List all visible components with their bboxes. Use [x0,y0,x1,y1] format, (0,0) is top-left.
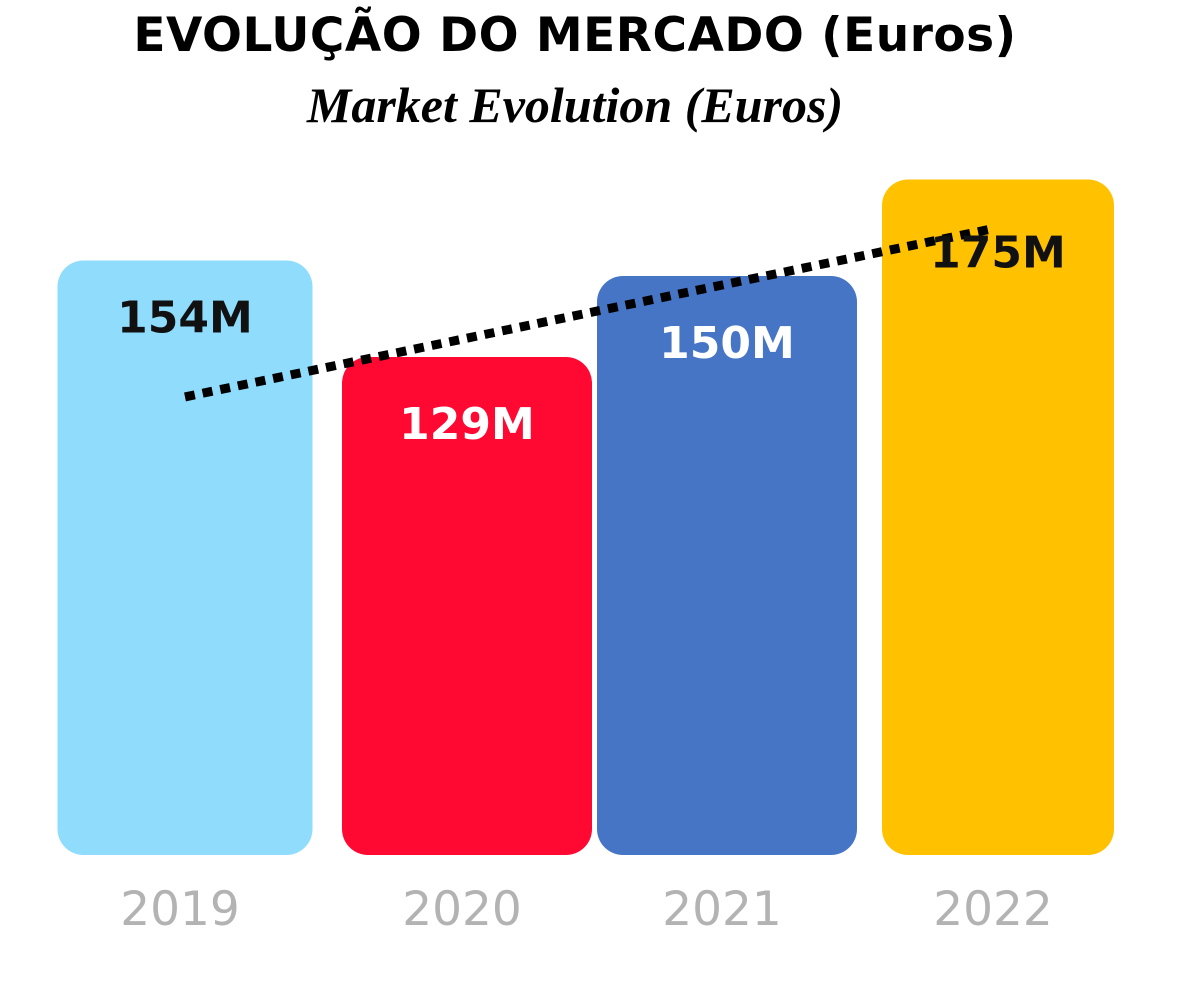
chart-subtitle: Market Evolution (Euros) [306,77,844,133]
value-label-2022: 175M [930,228,1066,279]
chart-title: EVOLUÇÃO DO MERCADO (Euros) [133,8,1017,63]
bar-2020 [342,357,592,855]
x-tick-label-2022: 2022 [933,882,1053,937]
bar-2021 [597,276,857,855]
x-tick-label-2020: 2020 [402,882,522,937]
x-tick-label-2021: 2021 [662,882,782,937]
value-label-2020: 129M [399,399,535,450]
bar-2022 [882,179,1114,855]
value-label-2021: 150M [659,318,795,369]
x-tick-label-2019: 2019 [120,882,240,937]
bar-2019 [57,260,313,855]
value-label-2019: 154M [117,293,253,344]
